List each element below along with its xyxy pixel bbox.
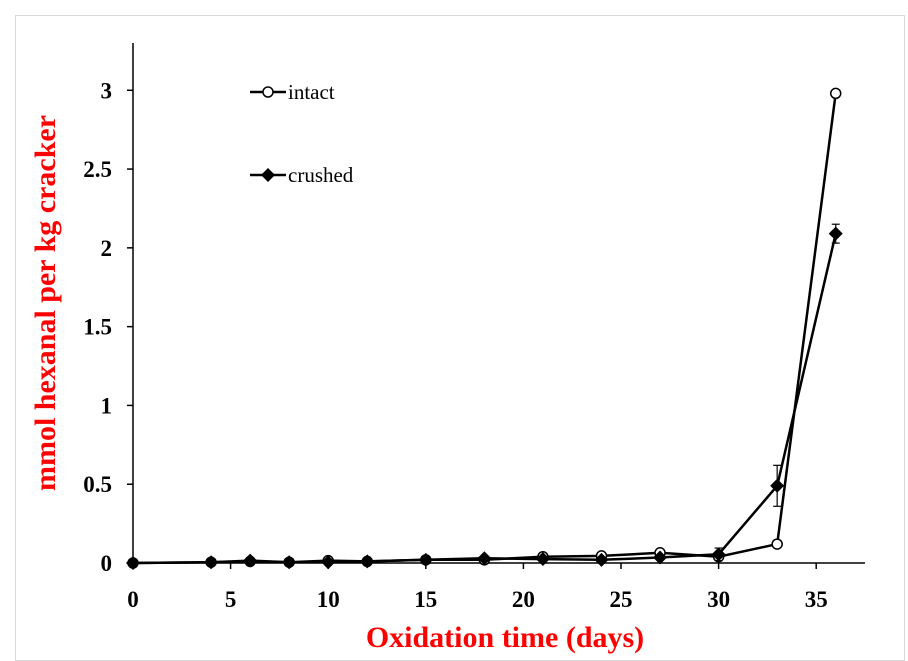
y-tick-label: 1.5 — [83, 315, 112, 340]
x-tick-label: 15 — [414, 587, 437, 612]
y-tick-label: 0.5 — [83, 472, 112, 497]
x-axis-title: Oxidation time (days) — [366, 621, 644, 654]
data-point-crushed — [204, 555, 219, 570]
data-point-crushed — [770, 478, 785, 493]
data-point-crushed — [126, 556, 140, 570]
series-line-crushed — [132, 233, 837, 565]
y-tick-label: 2 — [101, 236, 113, 261]
data-point-crushed — [711, 547, 726, 562]
series-layer — [126, 87, 843, 570]
data-point-crushed — [282, 555, 297, 570]
data-point-intact — [771, 538, 783, 550]
x-tick-label: 10 — [317, 587, 340, 612]
y-tick-label: 0 — [101, 551, 113, 576]
legend-label-intact: intact — [288, 80, 335, 104]
data-point-crushed — [594, 552, 609, 567]
data-point-crushed — [418, 552, 433, 567]
data-point-crushed — [535, 552, 550, 567]
legend-label-crushed: crushed — [288, 163, 354, 187]
series-line-intact — [132, 93, 837, 565]
y-tick-label: 3 — [101, 78, 113, 103]
legend: intact crushed — [250, 80, 354, 187]
x-tick-label: 20 — [512, 587, 535, 612]
data-point-crushed — [243, 553, 258, 568]
y-axis-title: mmol hexanal per kg cracker — [29, 115, 62, 491]
tick-labels: 0 5 10 15 20 25 30 35 0 0.5 1 1.5 2 2.5 3 — [83, 78, 827, 612]
x-tick-label: 25 — [610, 587, 633, 612]
axes — [132, 43, 865, 564]
data-point-crushed — [653, 550, 668, 565]
x-tick-label: 0 — [127, 587, 139, 612]
legend-marker-crushed — [261, 168, 275, 182]
x-tick-label: 30 — [707, 587, 730, 612]
legend-marker-intact — [262, 86, 274, 98]
y-tick-label: 1 — [101, 393, 113, 418]
chart-frame — [15, 15, 905, 661]
series-intact — [127, 87, 842, 569]
data-point-crushed — [360, 554, 375, 569]
data-point-crushed — [828, 226, 843, 241]
data-point-intact — [829, 87, 842, 100]
data-point-crushed — [477, 551, 492, 566]
data-point-crushed — [321, 555, 336, 570]
y-tick-label: 2.5 — [83, 157, 112, 182]
x-tick-label: 5 — [225, 587, 237, 612]
series-crushed — [126, 223, 843, 570]
x-tick-label: 35 — [805, 587, 828, 612]
